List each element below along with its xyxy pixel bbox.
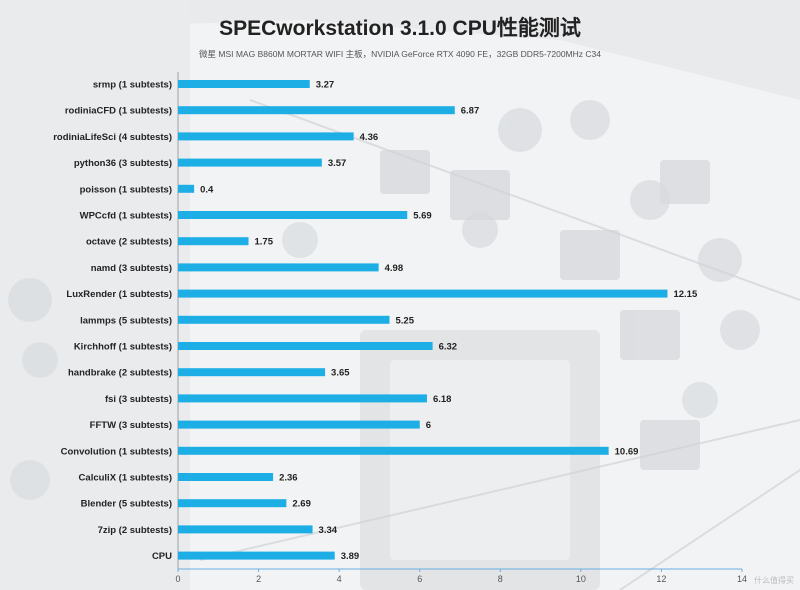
value-label: 3.34 — [319, 525, 338, 536]
category-label: fsi (3 subtests) — [105, 394, 172, 405]
value-label: 3.57 — [328, 158, 347, 169]
category-label: rodiniaCFD (1 subtests) — [65, 106, 172, 117]
bar — [178, 499, 287, 508]
bar — [178, 80, 310, 88]
bar — [178, 289, 668, 298]
category-label: srmp (1 subtests) — [93, 80, 172, 91]
bar — [178, 342, 433, 350]
chart-subtitle: 微星 MSI MAG B860M MORTAR WIFI 主板，NVIDIA G… — [199, 49, 601, 59]
value-label: 0.4 — [200, 184, 214, 195]
category-label: WPCcfd (1 subtests) — [80, 211, 172, 222]
category-label: FFTW (3 subtests) — [90, 420, 172, 431]
bar — [178, 106, 455, 115]
bar — [178, 420, 420, 429]
x-tick-label: 2 — [256, 574, 261, 584]
value-label: 2.69 — [292, 499, 311, 510]
x-tick-label: 4 — [337, 574, 342, 584]
category-label: octave (2 subtests) — [86, 237, 172, 248]
category-label: CPU — [152, 551, 172, 562]
bar — [178, 368, 326, 377]
bar — [178, 158, 322, 167]
category-label: CalculiX (1 subtests) — [79, 473, 172, 484]
category-label: 7zip (2 subtests) — [98, 525, 172, 536]
bar — [178, 237, 249, 246]
x-tick-label: 0 — [175, 574, 180, 584]
category-label: python36 (3 subtests) — [74, 158, 172, 169]
value-label: 3.65 — [331, 368, 350, 379]
category-label: LuxRender (1 subtests) — [66, 289, 172, 300]
bar — [178, 394, 427, 403]
value-label: 4.98 — [385, 263, 404, 274]
value-label: 6.18 — [433, 394, 452, 405]
value-label: 4.36 — [360, 132, 379, 143]
value-label: 2.36 — [279, 473, 298, 484]
bar — [178, 551, 335, 560]
bar — [178, 211, 408, 219]
value-label: 5.69 — [413, 211, 432, 222]
bar — [178, 446, 609, 455]
x-tick-label: 14 — [737, 574, 747, 584]
value-label: 10.69 — [615, 446, 639, 457]
category-label: Blender (5 subtests) — [81, 499, 172, 510]
value-label: 6 — [426, 420, 431, 431]
value-label: 3.27 — [316, 80, 335, 91]
category-label: Convolution (1 subtests) — [61, 446, 172, 457]
category-label: handbrake (2 subtests) — [68, 368, 172, 379]
x-tick-label: 12 — [656, 574, 666, 584]
category-label: poisson (1 subtests) — [80, 184, 172, 195]
chart-title: SPECworkstation 3.1.0 CPU性能测试 — [219, 17, 581, 40]
bar — [178, 525, 313, 534]
bar — [178, 263, 379, 272]
value-label: 1.75 — [255, 237, 274, 248]
value-label: 6.87 — [461, 106, 480, 117]
category-label: Kirchhoff (1 subtests) — [74, 342, 172, 353]
category-label: rodiniaLifeSci (4 subtests) — [53, 132, 172, 143]
bar — [178, 132, 354, 141]
x-tick-label: 10 — [576, 574, 586, 584]
watermark: 什么值得买 — [754, 576, 794, 585]
x-tick-label: 8 — [498, 574, 503, 584]
value-label: 5.25 — [396, 315, 415, 326]
bar — [178, 184, 195, 193]
value-label: 3.89 — [341, 551, 360, 562]
bar — [178, 473, 274, 481]
value-label: 6.32 — [439, 342, 458, 353]
x-tick-label: 6 — [417, 574, 422, 584]
bar — [178, 315, 390, 324]
value-label: 12.15 — [673, 289, 697, 300]
category-label: lammps (5 subtests) — [80, 315, 172, 326]
category-label: namd (3 subtests) — [91, 263, 172, 274]
